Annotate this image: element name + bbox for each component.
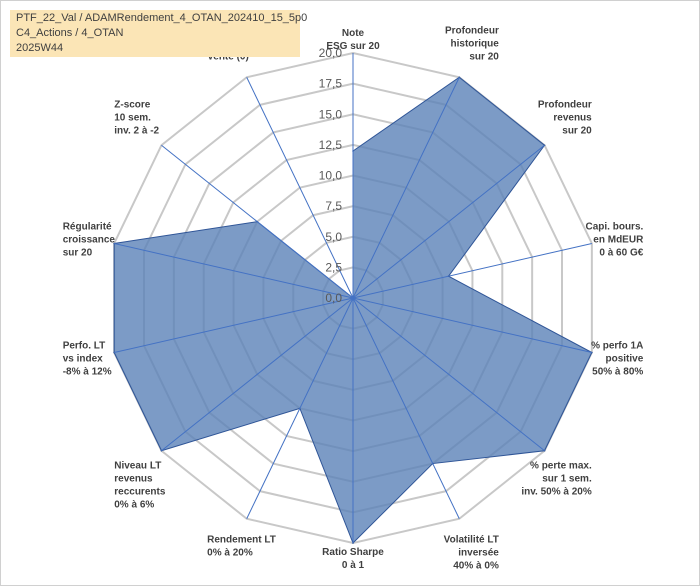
tick-label: 7,5 [325,199,342,213]
axis-label: 10 sem. [114,113,151,124]
axis-label: positive [606,353,644,364]
axis-label: historique [451,38,500,49]
spoke-line [114,242,354,299]
tick-label: 15,0 [319,107,343,121]
spoke-line [352,242,592,299]
title-line-1: PTF_22_Val / ADAMRendement_4_OTAN_202410… [16,12,308,24]
axis-label: 0% à 20% [207,548,253,559]
axis-label: sur 20 [63,248,93,259]
axis-label: 0 à 60 G€ [599,248,643,259]
axis-label: revenus [553,113,592,124]
spoke-line [352,144,545,299]
spoke-line [246,77,354,299]
spoke-line [352,297,545,452]
axis-label: Note [342,28,365,39]
axis-label: Régularité [63,222,112,233]
axis-label: sur 20 [562,126,592,137]
axis-label: ESG sur 20 [326,41,380,52]
axis-label: sur 1 sem. [542,473,592,484]
axis-label: Ratio Sharpe [322,547,384,558]
axis-label: % perfo 1A [591,340,643,351]
axis-label: sur 20 [469,51,499,62]
axis-label: Rendement LT [207,535,276,546]
tick-label: 5,0 [325,230,342,244]
title-line-3: 2025W44 [16,42,64,54]
tick-label: 10,0 [319,169,343,183]
spoke-line [161,297,354,452]
axis-label: 40% à 0% [453,561,499,572]
axis-label: Volatilité LT [444,535,499,546]
axis-label: croissance [63,235,116,246]
spoke-line [114,297,354,354]
spoke-line [246,297,354,519]
tick-label: 0,0 [325,291,342,305]
axis-label: Profondeur [445,25,499,36]
axis-label: vs index [63,353,103,364]
axis-label: 50% à 80% [592,366,643,377]
axis-label: 0 à 1 [342,560,365,571]
chart-title-box: PTF_22_Val / ADAMRendement_4_OTAN_202410… [10,10,307,57]
axis-label: inv. 2 à -2 [114,126,159,137]
spoke-line [352,297,592,354]
axis-label: revenus [114,473,153,484]
spoke-line [352,297,460,519]
axis-label: Capi. bours. [586,222,644,233]
axis-label: % perte max. [530,460,592,471]
axis-label: inversée [458,548,499,559]
spoke-line [161,144,354,299]
axis-label: Perfo. LT [63,340,106,351]
spoke-line [352,77,460,299]
axis-label: inv. 50% à 20% [521,486,592,497]
axis-label: reccurents [114,486,166,497]
tick-label: 20,0 [319,46,343,60]
tick-label: 12,5 [319,138,343,152]
axis-label: -8% à 12% [63,366,112,377]
tick-label: 17,5 [319,77,343,91]
axis-label: 0% à 6% [114,499,154,510]
title-line-2: C4_Actions / 4_OTAN [16,27,124,39]
axis-label: Niveau LT [114,460,161,471]
axis-label: Profondeur [538,100,592,111]
tick-label: 2,5 [325,260,342,274]
axis-label: Z-score [114,100,151,111]
axis-label: en MdEUR [593,235,644,246]
